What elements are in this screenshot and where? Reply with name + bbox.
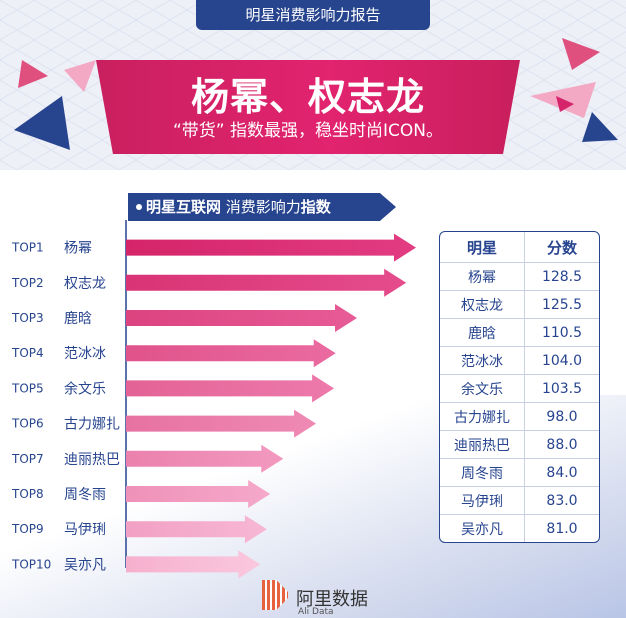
report-title-tab: 明星消费影响力报告: [196, 0, 430, 30]
table-cell-name: 迪丽热巴: [440, 431, 525, 459]
table-cell-score: 103.5: [525, 375, 599, 403]
table-cell-name: 古力娜扎: [440, 403, 525, 431]
table-cell-score: 98.0: [525, 403, 599, 431]
rank-label: TOP8: [11, 487, 44, 501]
bar-arrow: [126, 550, 261, 579]
headline-banner: [96, 60, 520, 154]
table-row: 古力娜扎 98.0: [440, 403, 599, 431]
table-row: 余文乐 103.5: [440, 375, 599, 403]
chart-title-bullet: [136, 204, 142, 210]
table-cell-name: 余文乐: [440, 375, 525, 403]
category-label: 鹿晗: [64, 310, 92, 327]
score-table: 明星 分数 杨幂 128.5 权志龙 125.5 鹿晗 110.5 范冰冰 104.0 余文乐 1…: [439, 231, 600, 543]
bar-chart: TOP1 杨幂 TOP2 权志龙 TOP3 鹿晗 TOP4 范冰冰 TOP5 余文乐 TOP6 古力娜…: [11, 220, 416, 579]
rank-label: TOP1: [11, 241, 44, 255]
rank-label: TOP4: [11, 346, 44, 360]
table-cell-score: 81.0: [546, 520, 578, 537]
col-header-score: 分数: [525, 232, 599, 263]
table-header-row: 明星 分数: [440, 232, 599, 263]
table-row: 鹿晗 110.5: [440, 319, 599, 347]
table-row: 迪丽热巴 88.0: [440, 431, 599, 459]
bar-arrow: [126, 515, 267, 544]
table-row: 马伊琍 83.0: [440, 487, 599, 515]
bar-arrow: [126, 268, 407, 297]
rank-label: TOP7: [11, 452, 44, 466]
col-header-name: 明星: [440, 232, 525, 263]
bar-arrow: [126, 233, 416, 262]
bar-arrow: [126, 304, 358, 332]
table-row: 范冰冰 104.0: [440, 347, 599, 375]
chart-title-normal: 消费影响力: [221, 198, 301, 216]
table-cell-score: 110.5: [525, 319, 599, 347]
category-label: 范冰冰: [64, 345, 106, 362]
rank-label: TOP10: [11, 557, 51, 571]
table-cell-name: 鹿晗: [440, 319, 525, 347]
logo-text-cn: 阿里数据: [296, 589, 368, 610]
decor-triangles: [14, 38, 618, 150]
table-cell-score: 128.5: [525, 263, 599, 291]
table-cell-name: 杨幂: [440, 263, 525, 291]
category-label: 周冬雨: [64, 487, 106, 503]
bar-arrow: [126, 409, 317, 438]
decor-triangle: [582, 112, 618, 142]
table-cell-score: 125.5: [525, 291, 599, 319]
table-row: 权志龙 125.5: [440, 291, 599, 319]
decor-triangle: [562, 38, 600, 70]
table-cell-score: 84.0: [525, 459, 599, 487]
table-cell-score: 83.0: [525, 487, 599, 515]
decor-triangle: [64, 60, 96, 92]
decor-triangle: [14, 96, 70, 150]
table-row: 周冬雨 84.0: [440, 459, 599, 487]
chart-title-bold: 明星互联网: [146, 198, 222, 216]
bar-arrow: [126, 374, 335, 403]
category-label: 权志龙: [64, 276, 106, 292]
headline: 杨幂、权志龙: [190, 75, 425, 119]
chart-title: 明星互联网 消费影响力指数: [128, 193, 396, 221]
table-cell-score: 104.0: [525, 347, 599, 375]
decor-triangle: [18, 60, 48, 88]
category-label: 余文乐: [64, 380, 106, 397]
table-cell-name: 范冰冰: [440, 347, 525, 375]
table-cell-name: 马伊琍: [440, 487, 525, 515]
rank-label: TOP6: [11, 417, 44, 431]
decor-triangle: [556, 96, 574, 112]
category-label: 杨幂: [64, 241, 92, 257]
bar-arrow: [126, 444, 284, 473]
category-label: 古力娜扎: [64, 417, 120, 433]
table-row: 杨幂 128.5: [440, 263, 599, 291]
bar-arrow: [126, 339, 336, 368]
chart-title-bold-tail: 指数: [300, 198, 331, 216]
category-label: 迪丽热巴: [64, 452, 120, 468]
table-row: 吴亦凡 81.0: [440, 515, 599, 542]
rank-label: TOP5: [11, 381, 44, 395]
subline: “带货” 指数最强，稳坐时尚ICON。: [173, 121, 443, 141]
rank-label: TOP9: [11, 522, 44, 536]
bar-arrow: [126, 480, 271, 508]
table-cell-name: 吴亦凡: [440, 515, 525, 542]
table-cell-score: 88.0: [525, 431, 599, 459]
logo-text-en: Ali Data: [298, 607, 334, 617]
rank-label: TOP3: [11, 311, 44, 325]
rank-label: TOP2: [11, 276, 44, 290]
category-label: 吴亦凡: [64, 557, 106, 573]
table-cell-name: 周冬雨: [440, 459, 525, 487]
table-cell-name: 权志龙: [440, 291, 525, 319]
category-label: 马伊琍: [64, 522, 106, 538]
